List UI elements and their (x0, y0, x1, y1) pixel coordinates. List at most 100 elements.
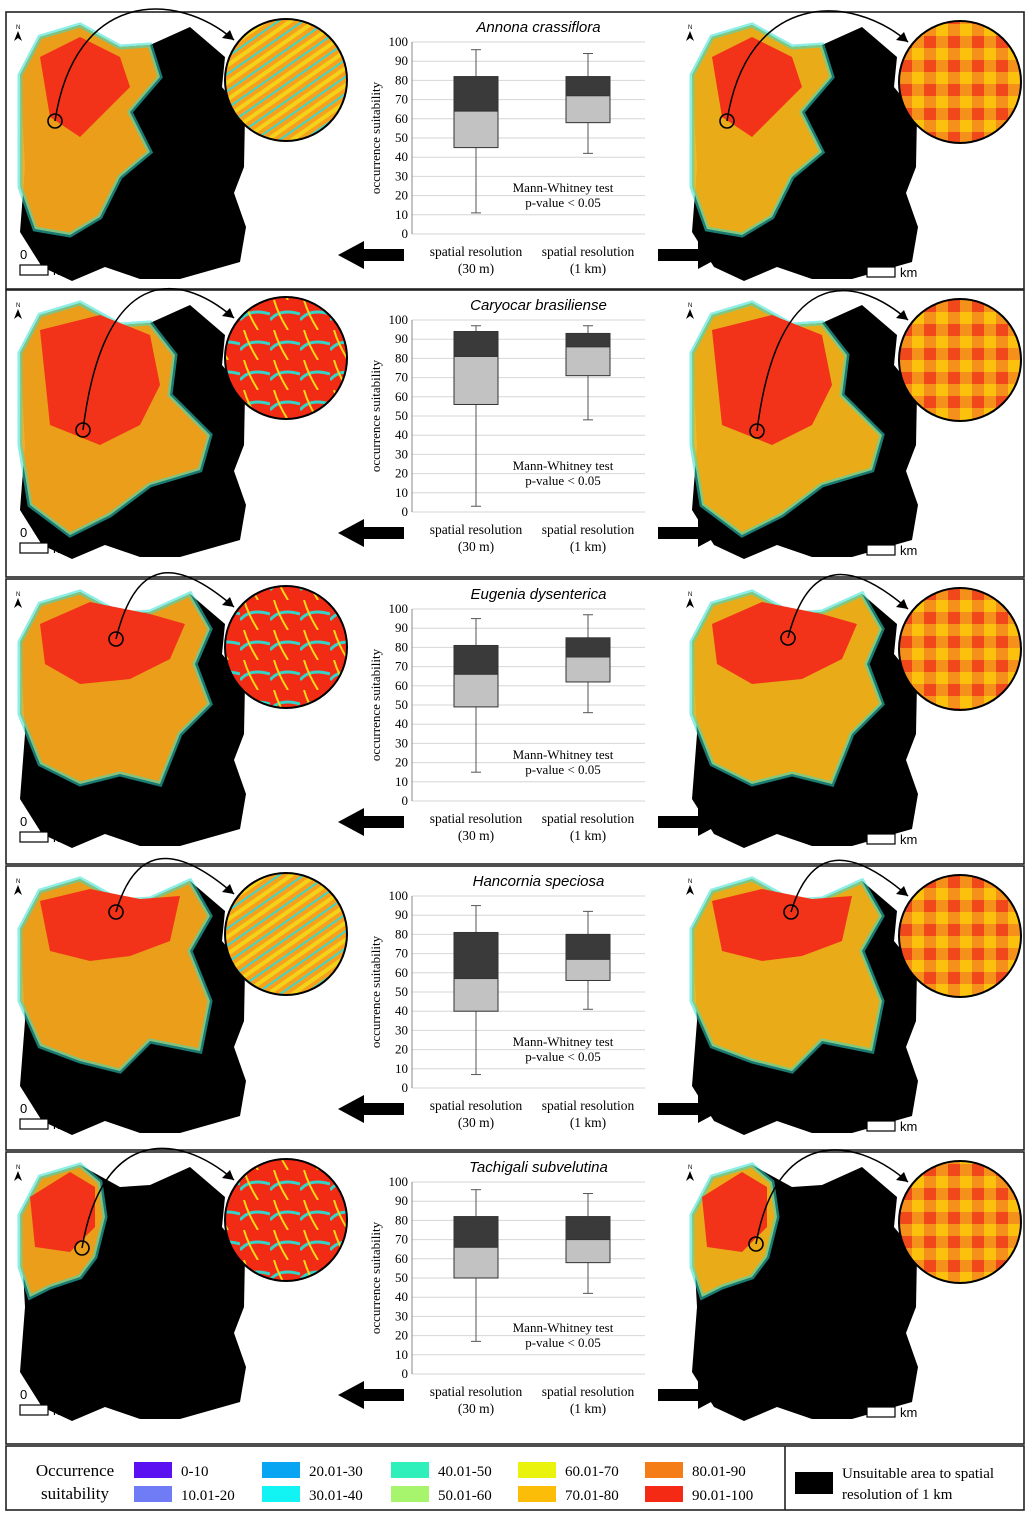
boxplot: Tachigali subvelutina 0 10 20 30 40 50 60 70 80 90… (368, 1159, 645, 1416)
y-tick-label: 70 (395, 659, 408, 674)
north-label: N (16, 25, 20, 31)
map-30m: N (14, 300, 246, 559)
test-annotation: Mann-Whitney test (513, 1034, 614, 1049)
scale-start-label: 0 (867, 1389, 874, 1404)
legend-label: 20.01-30 (309, 1464, 363, 1480)
scale-start-label: 0 (867, 816, 874, 831)
high-suitability-region (712, 889, 852, 961)
scale-unit-label: km (53, 830, 70, 845)
zoom-lens (898, 20, 1022, 144)
north-arrow-icon (686, 1171, 694, 1181)
y-tick-label: 70 (395, 946, 408, 961)
y-tick-label: 100 (389, 888, 409, 903)
suitability-fringe (689, 300, 885, 538)
y-tick-label: 20 (395, 466, 408, 481)
zoom-connector (115, 572, 235, 640)
legend-swatch (391, 1462, 429, 1478)
zoom-lens (898, 298, 1022, 422)
zoom-connector (790, 859, 909, 913)
test-annotation: p-value < 0.05 (525, 1335, 601, 1350)
scale-end-label: 20 (885, 1103, 899, 1118)
y-tick-label: 80 (395, 926, 408, 941)
map-30m: N (14, 1162, 246, 1421)
scale-unit-label: km (53, 541, 70, 556)
y-tick-label: 50 (395, 130, 408, 145)
zoom-arrowhead-icon (222, 308, 234, 318)
test-annotation: Mann-Whitney test (513, 747, 614, 762)
panel-frame (5, 865, 1025, 1151)
y-tick-label: 40 (395, 716, 408, 731)
left-arrow-icon (338, 1095, 404, 1123)
x-category-label: (30 m) (458, 261, 494, 276)
north-arrow-icon (686, 31, 694, 41)
high-suitability-region (702, 1172, 767, 1252)
zoom-marker (780, 630, 796, 646)
legend-label: 40.01-50 (438, 1464, 492, 1480)
zoom-lens (224, 296, 348, 420)
map-1km: N (686, 22, 918, 281)
right-arrow-icon (658, 1095, 724, 1123)
scale-bar-box (19, 264, 49, 276)
chart-title: Hancornia speciosa (473, 873, 605, 890)
box-lower-quartile (453, 673, 499, 708)
test-annotation: Mann-Whitney test (513, 458, 614, 473)
y-tick-label: 90 (395, 907, 408, 922)
legend-title-line2: suitability (41, 1484, 110, 1503)
y-tick-label: 100 (389, 601, 409, 616)
y-tick-label: 40 (395, 149, 408, 164)
box-lower-quartile (453, 978, 499, 1012)
suitability-fringe (689, 22, 835, 238)
north-label: N (688, 25, 692, 31)
left-arrow-icon (338, 241, 404, 269)
map-30m: N (14, 22, 246, 281)
y-tick-label: 80 (395, 1212, 408, 1227)
zoom-marker (748, 1236, 764, 1252)
scale-bar-box (19, 1404, 49, 1416)
x-category-label: (30 m) (458, 828, 494, 843)
legend-label: 90.01-100 (692, 1488, 753, 1504)
y-tick-label: 10 (395, 207, 408, 222)
y-tick-label: 80 (395, 350, 408, 365)
y-tick-label: 30 (395, 1022, 408, 1037)
box-lower-quartile (453, 110, 499, 149)
legend-swatch (262, 1462, 300, 1478)
legend-swatch (645, 1462, 683, 1478)
scale-end-label: 20 (38, 814, 52, 829)
suitability-fringe (689, 589, 885, 787)
box-upper-quartile (453, 76, 499, 112)
scale-bar-box (19, 542, 49, 554)
y-axis-label: occurrence suitability (368, 359, 383, 472)
north-arrow-icon (14, 309, 22, 319)
scale-unit-label: km (900, 1119, 917, 1134)
y-tick-label: 50 (395, 984, 408, 999)
scale-start-label: 0 (20, 1101, 27, 1116)
north-label: N (16, 303, 20, 309)
box-lower-quartile (565, 346, 611, 377)
test-annotation: p-value < 0.05 (525, 762, 601, 777)
zoom-marker (47, 113, 63, 129)
zoom-marker (75, 422, 91, 438)
right-arrow-icon (658, 241, 724, 269)
north-arrow-icon (14, 1171, 22, 1181)
left-arrow-icon (338, 1381, 404, 1409)
y-tick-label: 60 (395, 965, 408, 980)
box-upper-quartile (565, 1216, 611, 1241)
high-suitability-region (712, 37, 802, 137)
box-lower-quartile (453, 355, 499, 405)
legend-swatch (518, 1486, 556, 1502)
north-arrow-icon (686, 598, 694, 608)
scale-bar-box (866, 266, 896, 278)
zoom-connector (82, 288, 235, 431)
map-30m: N (14, 876, 246, 1135)
map-1km: N (686, 1162, 918, 1421)
legend-swatch (391, 1486, 429, 1502)
y-tick-label: 0 (402, 793, 409, 808)
north-arrow-icon (686, 885, 694, 895)
y-tick-label: 60 (395, 111, 408, 126)
x-category-label: spatial resolution (542, 522, 635, 537)
